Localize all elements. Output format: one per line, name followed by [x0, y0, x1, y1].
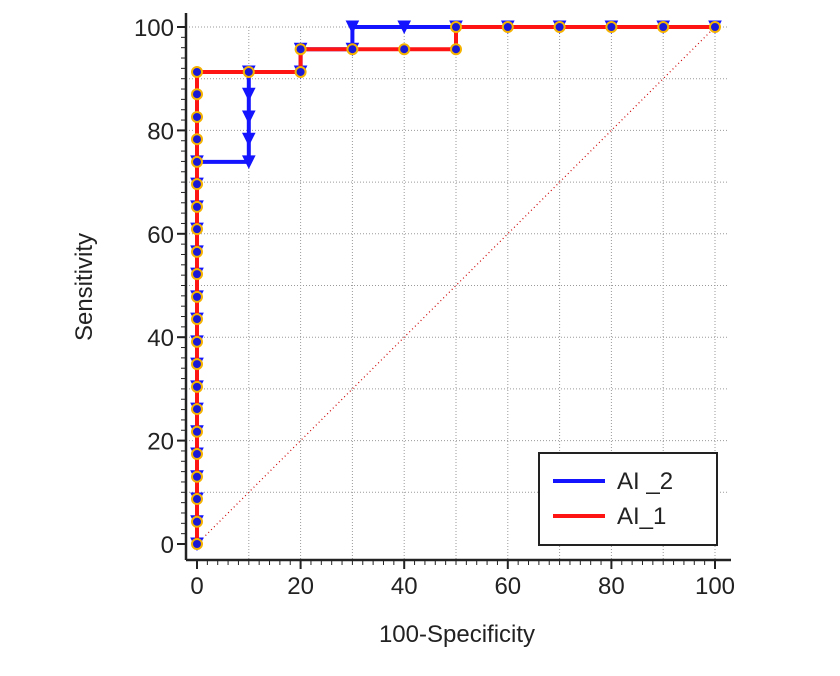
y-tick-label: 40: [147, 325, 174, 352]
x-tick-label: 100: [695, 573, 735, 600]
x-tick-label: 40: [391, 573, 418, 600]
data-point: [191, 133, 203, 146]
data-point: [191, 358, 203, 371]
data-point: [191, 515, 203, 528]
legend-label-ai-2: AI _2: [617, 468, 673, 495]
legend-label-ai-1: AI_1: [617, 503, 666, 530]
data-point: [191, 268, 203, 281]
x-tick-label: 60: [494, 573, 521, 600]
data-point: [241, 87, 256, 102]
y-axis-label: Sensitivity: [71, 233, 98, 341]
data-point: [346, 43, 359, 56]
data-point: [450, 21, 462, 33]
data-point: [191, 425, 203, 438]
y-tick-label: 100: [134, 15, 174, 42]
y-tick-label: 60: [147, 222, 174, 249]
data-point: [191, 335, 203, 348]
tick-layer: 0 20 40 60 80 100 0 20 40 60 80 100: [134, 15, 735, 600]
data-point: [191, 380, 203, 393]
data-point: [191, 538, 203, 550]
x-tick-label: 80: [598, 573, 625, 600]
data-point: [191, 403, 203, 416]
y-tick-label: 0: [161, 532, 174, 559]
data-point: [191, 313, 203, 326]
data-point: [191, 178, 203, 191]
data-point: [294, 65, 307, 78]
data-point: [191, 155, 203, 168]
data-point: [241, 132, 256, 147]
data-point: [191, 223, 203, 236]
data-point: [398, 43, 411, 56]
data-point: [191, 65, 203, 78]
x-tick-label: 0: [190, 573, 203, 600]
data-point: [709, 21, 721, 33]
data-point: [501, 21, 514, 33]
y-tick-label: 80: [147, 118, 174, 145]
data-point: [657, 21, 670, 33]
legend: AI _2 AI_1: [538, 452, 718, 546]
series-ai-1: [191, 21, 721, 550]
axes: [177, 13, 731, 569]
data-point: [345, 20, 360, 35]
data-point: [397, 20, 412, 35]
y-tick-label: 20: [147, 429, 174, 456]
x-tick-label: 20: [287, 573, 314, 600]
series-line: [195, 25, 715, 544]
data-point: [450, 43, 462, 56]
data-point: [294, 43, 307, 56]
data-point: [191, 470, 203, 483]
x-axis-label: 100-Specificity: [379, 621, 535, 648]
data-point: [191, 200, 203, 213]
data-point: [191, 88, 203, 101]
series-layer: [190, 20, 722, 552]
data-point: [191, 245, 203, 258]
data-point: [241, 110, 256, 125]
data-point: [191, 110, 203, 123]
data-point: [191, 290, 203, 303]
data-point: [191, 493, 203, 506]
data-point: [242, 65, 255, 78]
data-point: [191, 448, 203, 461]
data-point: [241, 155, 256, 170]
legend-box: [538, 452, 718, 546]
data-point: [605, 21, 618, 33]
data-point: [553, 21, 566, 33]
